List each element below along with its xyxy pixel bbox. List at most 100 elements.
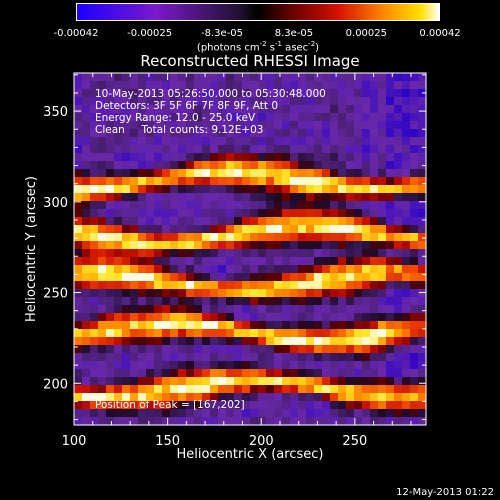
heatmap-cell <box>106 89 115 98</box>
heatmap-cell <box>170 161 179 170</box>
heatmap-cell <box>258 89 267 98</box>
heatmap-cell <box>74 417 83 426</box>
heatmap-cell <box>250 145 259 154</box>
heatmap-cell <box>402 121 411 130</box>
heatmap-cell <box>226 393 235 402</box>
heatmap-cell <box>226 121 235 130</box>
heatmap-cell <box>362 393 371 402</box>
annotation-line: Clean Total counts: 9.12E+03 <box>95 124 264 136</box>
heatmap-cell <box>122 225 131 234</box>
heatmap-cell <box>250 161 259 170</box>
heatmap-cell <box>338 145 347 154</box>
heatmap-cell <box>330 233 339 242</box>
heatmap-cell <box>154 177 163 186</box>
heatmap-cell <box>194 257 203 266</box>
heatmap-cell <box>170 193 179 202</box>
heatmap-cell <box>306 113 315 122</box>
heatmap-cell <box>418 289 427 298</box>
heatmap-cell <box>194 145 203 154</box>
heatmap-cell <box>394 233 403 242</box>
heatmap-cell <box>154 249 163 258</box>
heatmap-cell <box>210 377 219 386</box>
heatmap-cell <box>306 297 315 306</box>
chart-title: Reconstructed RHESSI Image <box>140 52 360 70</box>
heatmap-cell <box>258 81 267 90</box>
heatmap-cell <box>266 289 275 298</box>
heatmap-cell <box>106 297 115 306</box>
heatmap-cell <box>322 177 331 186</box>
heatmap-cell <box>266 241 275 250</box>
heatmap-cell <box>306 169 315 178</box>
heatmap-cell <box>82 185 91 194</box>
heatmap-cell <box>210 265 219 274</box>
heatmap-cell <box>122 201 131 210</box>
heatmap-cell <box>306 177 315 186</box>
heatmap-cell <box>402 217 411 226</box>
colorbar-tick-label: 8.3e-05 <box>274 28 314 39</box>
heatmap-cell <box>250 361 259 370</box>
heatmap-cell <box>354 177 363 186</box>
heatmap-cell <box>258 409 267 418</box>
heatmap-cell <box>354 113 363 122</box>
heatmap-cell <box>114 385 123 394</box>
heatmap-cell <box>346 417 355 426</box>
heatmap-cell <box>386 361 395 370</box>
heatmap-cell <box>178 161 187 170</box>
heatmap-cell <box>234 169 243 178</box>
heatmap-cell <box>306 257 315 266</box>
heatmap-cell <box>370 305 379 314</box>
heatmap-cell <box>418 225 427 234</box>
heatmap-cell <box>162 353 171 362</box>
heatmap-cell <box>370 377 379 386</box>
heatmap-cell <box>338 265 347 274</box>
heatmap-cell <box>370 121 379 130</box>
heatmap-cell <box>114 345 123 354</box>
heatmap-cell <box>378 137 387 146</box>
heatmap-cell <box>258 329 267 338</box>
heatmap-cell <box>234 353 243 362</box>
heatmap-cell <box>130 393 139 402</box>
heatmap-cell <box>290 81 299 90</box>
heatmap-cell <box>338 241 347 250</box>
heatmap-cell <box>210 329 219 338</box>
heatmap-cell <box>154 73 163 82</box>
heatmap-cell <box>82 225 91 234</box>
heatmap-cell <box>346 81 355 90</box>
heatmap-cell <box>170 257 179 266</box>
heatmap-cell <box>82 105 91 114</box>
heatmap-cell <box>74 153 83 162</box>
heatmap-cell <box>346 105 355 114</box>
heatmap-cell <box>130 417 139 426</box>
heatmap-cell <box>170 241 179 250</box>
heatmap-cell <box>346 401 355 410</box>
heatmap-cell <box>274 121 283 130</box>
heatmap-cell <box>418 313 427 322</box>
heatmap-cell <box>154 137 163 146</box>
heatmap-cell <box>250 137 259 146</box>
heatmap-cell <box>210 81 219 90</box>
heatmap-cell <box>394 249 403 258</box>
heatmap-cell <box>194 377 203 386</box>
heatmap-cell <box>242 393 251 402</box>
heatmap-cell <box>146 89 155 98</box>
heatmap-cell <box>138 393 147 402</box>
heatmap-cell <box>378 193 387 202</box>
heatmap-cell <box>274 265 283 274</box>
heatmap-cell <box>290 281 299 290</box>
heatmap-cell <box>362 385 371 394</box>
heatmap-cell <box>130 377 139 386</box>
heatmap-cell <box>258 185 267 194</box>
heatmap-cell <box>394 377 403 386</box>
heatmap-cell <box>194 97 203 106</box>
heatmap-cell <box>98 329 107 338</box>
heatmap-cell <box>162 409 171 418</box>
heatmap-cell <box>178 361 187 370</box>
heatmap-cell <box>330 297 339 306</box>
heatmap-cell <box>306 377 315 386</box>
heatmap-cell <box>202 393 211 402</box>
heatmap-cell <box>74 97 83 106</box>
heatmap-cell <box>402 273 411 282</box>
heatmap-cell <box>186 217 195 226</box>
heatmap-cell <box>162 225 171 234</box>
heatmap-cell <box>274 329 283 338</box>
